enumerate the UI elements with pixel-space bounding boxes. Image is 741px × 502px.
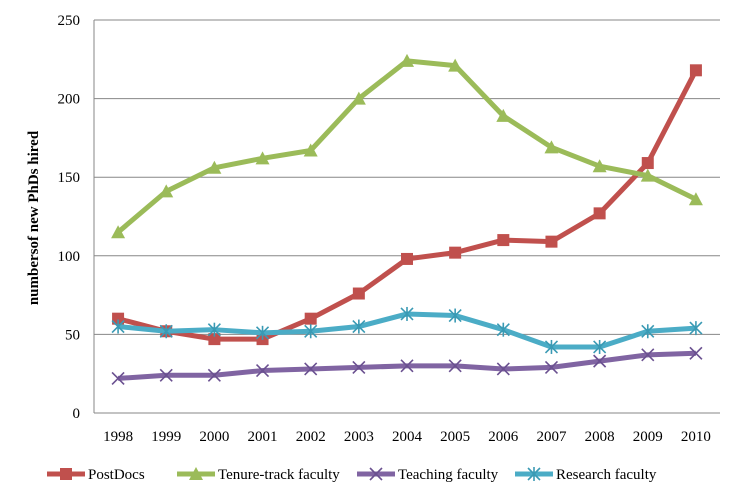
- data-point-postdocs: [304, 312, 317, 325]
- y-tick-label: 50: [65, 327, 80, 343]
- data-point-teaching-faculty: [544, 360, 559, 374]
- data-point-teaching-faculty: [496, 362, 510, 376]
- data-point-research-faculty: [448, 308, 462, 323]
- data-point-research-faculty: [159, 324, 173, 339]
- x-tick-label: 2000: [199, 429, 229, 445]
- y-axis-title: numbersof new PhDs hired: [26, 130, 42, 305]
- series-teaching-faculty: [111, 346, 703, 385]
- legend-marker: [189, 467, 203, 480]
- data-point-research-faculty: [689, 321, 703, 336]
- x-tick-label: 2002: [296, 429, 326, 445]
- data-point-teaching-faculty: [111, 371, 125, 385]
- data-point-tenure-track-faculty: [255, 151, 270, 165]
- data-point-tenure-track-faculty: [159, 184, 174, 198]
- data-point-postdocs: [593, 207, 606, 220]
- series-research-faculty: [111, 306, 703, 354]
- data-point-teaching-faculty: [304, 362, 318, 376]
- x-tick-label: 1998: [103, 429, 133, 445]
- data-point-teaching-faculty: [641, 348, 655, 362]
- data-point-teaching-faculty: [207, 368, 221, 382]
- data-point-research-faculty: [255, 325, 270, 340]
- y-tick-label: 200: [58, 92, 81, 108]
- data-point-research-faculty: [641, 324, 655, 339]
- x-tick-label: 2006: [488, 429, 519, 445]
- data-point-teaching-faculty: [689, 346, 703, 360]
- y-tick-label: 250: [58, 13, 81, 29]
- y-tick-labels: 0 50 100 150 200 250: [58, 13, 81, 422]
- data-point-postdocs: [545, 235, 558, 248]
- legend-item-research-faculty: Research faculty: [515, 467, 657, 483]
- data-point-tenure-track-faculty: [207, 160, 222, 174]
- legend-label: Research faculty: [556, 467, 657, 483]
- y-tick-label: 150: [58, 170, 81, 186]
- data-point-research-faculty: [111, 319, 125, 334]
- data-point-tenure-track-faculty: [351, 91, 366, 105]
- legend-label: PostDocs: [88, 467, 145, 483]
- y-tick-label: 100: [58, 249, 81, 265]
- legend-item-postdocs: PostDocs: [47, 467, 145, 483]
- data-point-postdocs: [689, 64, 702, 77]
- data-point-postdocs: [401, 252, 413, 265]
- x-tick-label: 2003: [344, 429, 374, 445]
- legend-marker: [369, 467, 383, 481]
- data-point-postdocs: [352, 287, 365, 300]
- data-point-tenure-track-faculty: [303, 143, 318, 157]
- data-point-teaching-faculty: [159, 368, 173, 382]
- data-point-tenure-track-faculty: [448, 58, 463, 72]
- data-point-teaching-faculty: [352, 360, 366, 374]
- data-point-tenure-track-faculty: [544, 140, 559, 154]
- x-tick-label: 2005: [440, 429, 470, 445]
- data-point-tenure-track-faculty: [592, 159, 607, 173]
- data-point-tenure-track-faculty: [111, 225, 126, 239]
- x-tick-label: 2001: [248, 429, 278, 445]
- data-point-research-faculty: [400, 306, 414, 321]
- x-tick-label: 2010: [681, 429, 711, 445]
- series-postdocs: [112, 64, 702, 346]
- legend-item-tenure-track-faculty: Tenure-track faculty: [177, 467, 340, 483]
- series-lines: [111, 53, 703, 385]
- legend: PostDocs Tenure-track faculty Teaching fac…: [47, 467, 657, 483]
- data-point-research-faculty: [593, 339, 607, 354]
- legend-item-teaching-faculty: Teaching faculty: [357, 467, 499, 483]
- x-tick-label: 2009: [633, 429, 663, 445]
- x-tick-label: 1999: [151, 429, 181, 445]
- data-point-research-faculty: [304, 324, 318, 339]
- data-point-tenure-track-faculty: [688, 192, 703, 206]
- data-point-postdocs: [641, 157, 654, 170]
- legend-label: Tenure-track faculty: [218, 467, 340, 483]
- data-point-tenure-track-faculty: [400, 53, 414, 67]
- data-point-tenure-track-faculty: [496, 108, 511, 122]
- legend-marker: [60, 468, 72, 480]
- data-point-teaching-faculty: [400, 359, 414, 373]
- data-point-research-faculty: [352, 319, 366, 334]
- data-point-postdocs: [112, 312, 125, 325]
- data-point-research-faculty: [544, 339, 559, 354]
- data-point-teaching-faculty: [255, 363, 270, 378]
- x-tick-label: 2004: [392, 429, 423, 445]
- axes: [93, 20, 720, 414]
- y-tick-label: 0: [73, 406, 81, 422]
- legend-marker: [527, 467, 541, 481]
- data-point-postdocs: [497, 234, 510, 247]
- data-point-teaching-faculty: [593, 354, 607, 368]
- data-point-postdocs: [449, 246, 462, 259]
- series-line-postdocs: [117, 69, 699, 342]
- legend-label: Teaching faculty: [398, 467, 499, 483]
- x-tick-labels: 1998 1999 2000 2001 2002 2003 2004 2005 2006 2007…: [103, 429, 711, 445]
- gridlines: [94, 19, 720, 414]
- data-point-teaching-faculty: [448, 359, 462, 373]
- data-point-postdocs: [208, 333, 221, 346]
- series-tenure-track-faculty: [111, 53, 703, 239]
- data-point-research-faculty: [207, 322, 221, 337]
- data-point-tenure-track-faculty: [640, 168, 655, 182]
- data-point-research-faculty: [496, 322, 510, 337]
- x-tick-label: 2007: [536, 429, 567, 445]
- x-tick-label: 2008: [585, 429, 615, 445]
